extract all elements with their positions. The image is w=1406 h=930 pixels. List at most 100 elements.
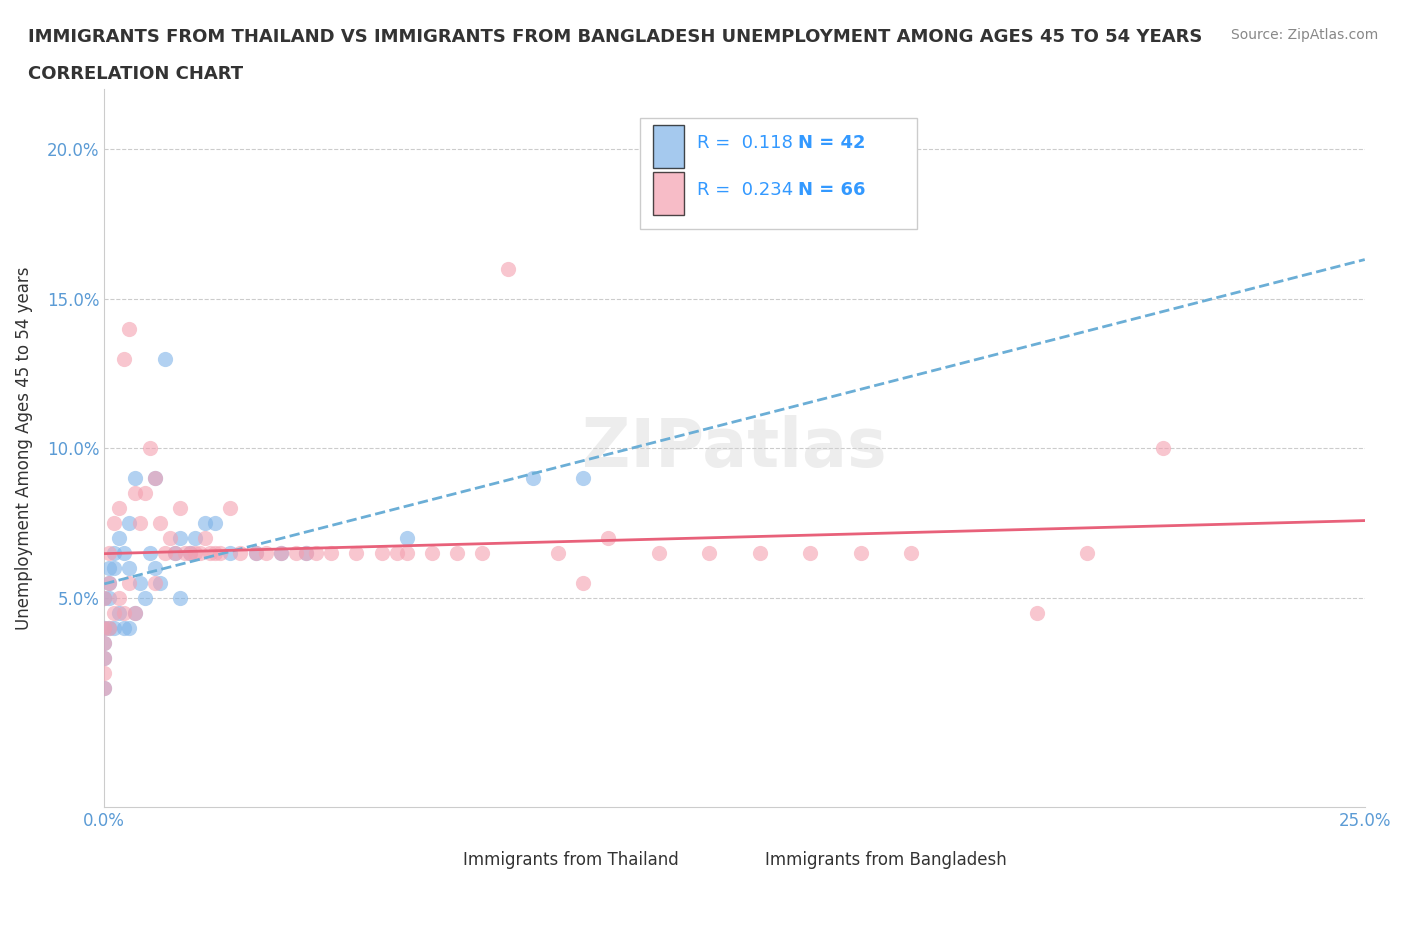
Point <box>648 546 671 561</box>
Point <box>184 531 207 546</box>
Point <box>134 485 156 500</box>
Point <box>93 635 115 650</box>
Point <box>98 561 121 576</box>
Point <box>169 500 191 515</box>
Text: R =  0.234: R = 0.234 <box>697 181 793 199</box>
Y-axis label: Unemployment Among Ages 45 to 54 years: Unemployment Among Ages 45 to 54 years <box>15 267 32 630</box>
Point <box>229 546 252 561</box>
Point <box>118 515 141 530</box>
Point <box>547 546 569 561</box>
Text: Source: ZipAtlas.com: Source: ZipAtlas.com <box>1230 28 1378 42</box>
Point <box>159 531 181 546</box>
Point <box>93 650 115 665</box>
Text: N = 66: N = 66 <box>797 181 865 199</box>
Point <box>93 591 115 605</box>
Point <box>163 546 186 561</box>
Point <box>188 546 211 561</box>
Point <box>108 500 131 515</box>
Point <box>138 441 160 456</box>
FancyBboxPatch shape <box>640 118 917 230</box>
Point <box>204 515 226 530</box>
Point <box>799 546 821 561</box>
Point <box>284 546 307 561</box>
Point <box>103 620 125 635</box>
Point <box>395 546 418 561</box>
FancyBboxPatch shape <box>444 846 477 875</box>
Point <box>209 546 232 561</box>
Text: IMMIGRANTS FROM THAILAND VS IMMIGRANTS FROM BANGLADESH UNEMPLOYMENT AMONG AGES 4: IMMIGRANTS FROM THAILAND VS IMMIGRANTS F… <box>28 28 1202 46</box>
Point <box>295 546 318 561</box>
Text: CORRELATION CHART: CORRELATION CHART <box>28 65 243 83</box>
Text: N = 42: N = 42 <box>797 134 865 153</box>
Text: ZIPatlas: ZIPatlas <box>582 416 887 482</box>
Point <box>112 605 135 620</box>
Point <box>194 515 217 530</box>
Point <box>103 515 125 530</box>
Point <box>93 680 115 695</box>
Text: Immigrants from Bangladesh: Immigrants from Bangladesh <box>765 851 1007 869</box>
Point <box>112 352 135 366</box>
Point <box>93 620 115 635</box>
Point <box>93 591 115 605</box>
Point <box>93 665 115 680</box>
Point <box>305 546 328 561</box>
FancyBboxPatch shape <box>759 846 792 875</box>
FancyBboxPatch shape <box>652 126 685 168</box>
Point <box>128 515 150 530</box>
Point <box>270 546 292 561</box>
Point <box>295 546 318 561</box>
Point <box>108 531 131 546</box>
FancyBboxPatch shape <box>652 172 685 215</box>
Text: Immigrants from Thailand: Immigrants from Thailand <box>463 851 679 869</box>
Point <box>98 576 121 591</box>
Point <box>471 546 494 561</box>
Point <box>1026 605 1049 620</box>
Point <box>143 471 166 485</box>
Point <box>98 576 121 591</box>
Point <box>93 635 115 650</box>
Point <box>138 546 160 561</box>
Point <box>103 546 125 561</box>
Point <box>98 591 121 605</box>
Point <box>174 546 197 561</box>
Point <box>118 620 141 635</box>
Text: R =  0.118: R = 0.118 <box>697 134 793 153</box>
Point <box>370 546 392 561</box>
Point <box>153 546 176 561</box>
Point <box>149 515 172 530</box>
Point <box>496 261 519 276</box>
Point <box>385 546 408 561</box>
Point <box>98 546 121 561</box>
Point <box>1152 441 1174 456</box>
Point <box>204 546 226 561</box>
Point <box>103 561 125 576</box>
Point <box>124 471 146 485</box>
Point <box>420 546 443 561</box>
Point <box>1076 546 1098 561</box>
Point <box>219 546 242 561</box>
Point <box>134 591 156 605</box>
Point <box>849 546 872 561</box>
Point <box>254 546 277 561</box>
Point <box>572 471 595 485</box>
Point <box>245 546 267 561</box>
Point <box>149 576 172 591</box>
Point <box>194 531 217 546</box>
Point <box>112 620 135 635</box>
Point <box>169 531 191 546</box>
Point <box>98 620 121 635</box>
Point <box>219 500 242 515</box>
Point <box>108 605 131 620</box>
Point <box>124 605 146 620</box>
Point <box>143 471 166 485</box>
Point <box>124 485 146 500</box>
Point <box>522 471 544 485</box>
Point <box>748 546 770 561</box>
Point <box>179 546 201 561</box>
Point <box>128 576 150 591</box>
Point <box>93 650 115 665</box>
Point <box>143 576 166 591</box>
Point <box>270 546 292 561</box>
Point <box>93 680 115 695</box>
Point <box>697 546 720 561</box>
